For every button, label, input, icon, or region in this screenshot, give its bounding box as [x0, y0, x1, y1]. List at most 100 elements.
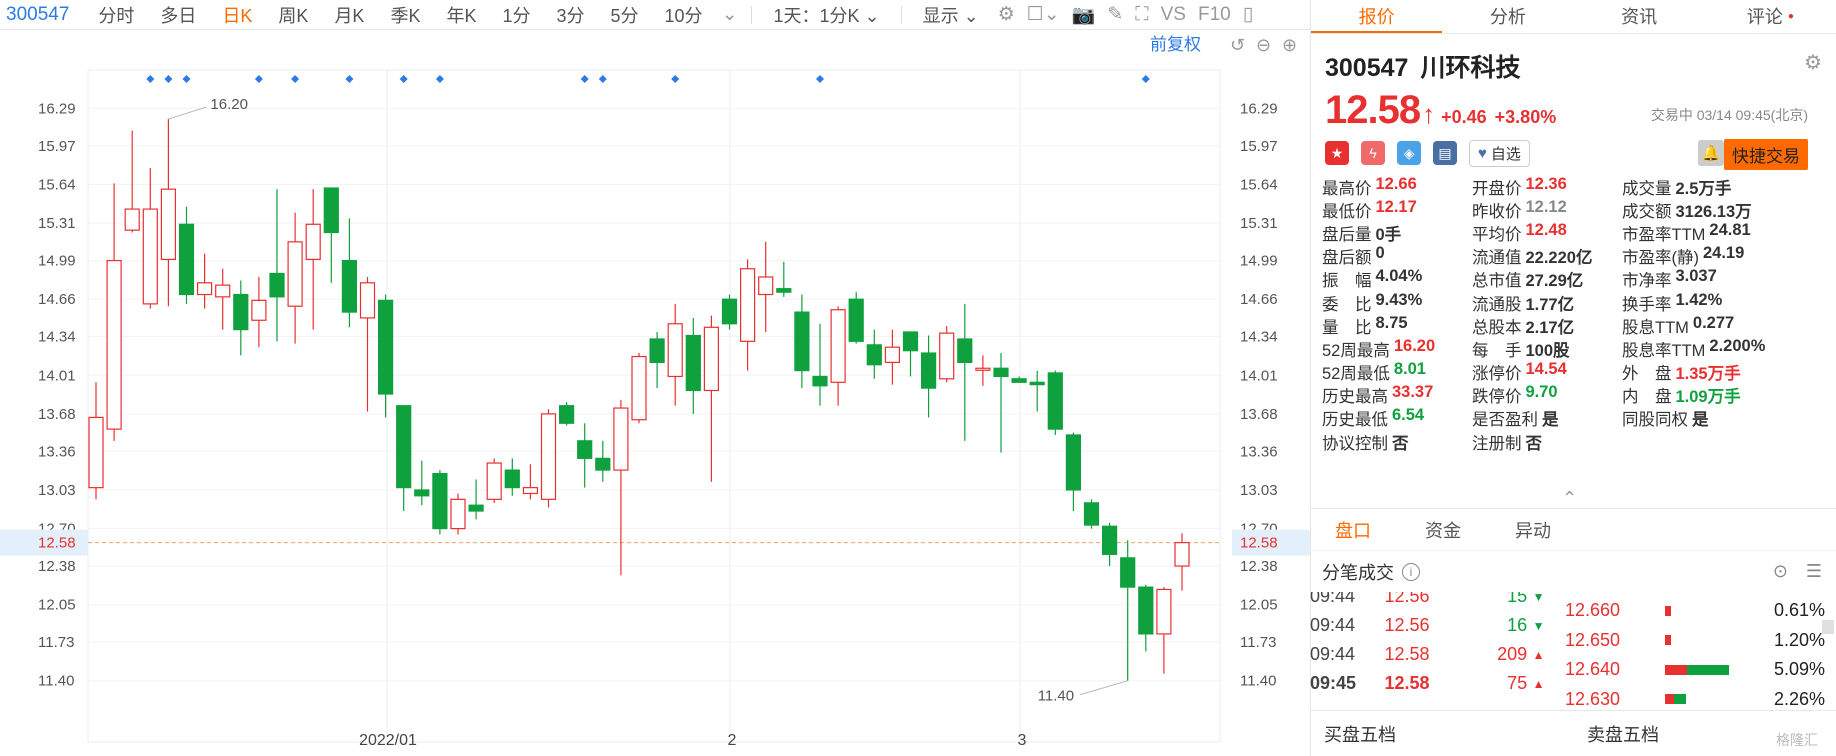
signal-marker — [146, 75, 155, 83]
quote-row: 盘后额 0 流通值 22.220亿 市盈率(静) 24.19 — [1322, 244, 1836, 268]
quote-key: 流通股 — [1472, 295, 1522, 314]
compare-button[interactable]: VS — [1160, 3, 1186, 25]
quote-key: 协议控制 — [1322, 434, 1388, 453]
tab-analysis[interactable]: 分析 — [1489, 7, 1526, 27]
y-tick-label-right: 11.73 — [1240, 634, 1276, 651]
tick-volume: 15 — [1507, 592, 1528, 606]
tab-comments[interactable]: 评论 ● — [1746, 7, 1794, 27]
more-icon[interactable]: ⊙ — [1772, 561, 1788, 581]
tick-time: 09:44 — [1310, 592, 1356, 606]
tab-quarterly-k[interactable]: 季K — [390, 5, 421, 26]
signal-marker — [345, 75, 354, 83]
bookmark-icon[interactable]: ▤ — [1433, 141, 1457, 165]
chevron-up-icon[interactable]: ⌃ — [1562, 488, 1578, 508]
quote-cell: 盘后量 0手 — [1322, 221, 1472, 245]
quote-panel: 报价 分析 资讯 评论 ● 300547 川环科技 ⚙ 12.58 ↑ +0.46… — [1310, 0, 1836, 756]
draw-icon[interactable]: ✎ — [1107, 4, 1124, 25]
candle-body — [396, 405, 412, 489]
tab-yearly-k[interactable]: 年K — [446, 5, 477, 26]
quote-value: 100股 — [1525, 341, 1570, 360]
tab-movements[interactable]: 异动 — [1515, 520, 1551, 541]
tab-5min[interactable]: 5分 — [610, 5, 639, 26]
depth-tabs: 盘口 资金 异动 — [1311, 508, 1836, 550]
camera-icon[interactable]: 📷 — [1071, 4, 1096, 26]
buy-five-tab[interactable]: 买盘五档 — [1324, 724, 1396, 745]
gear-icon[interactable]: ⚙ — [1804, 52, 1822, 74]
tab-multiday[interactable]: 多日 — [160, 5, 197, 26]
scrollbar[interactable] — [1822, 620, 1834, 634]
kline-chart-area[interactable]: 16.29 16.29 15.97 15.97 15.64 15.64 15.31 15.31… — [0, 30, 1310, 756]
tick-row: 09:44 12.56 16 ▼ — [1310, 611, 1550, 640]
tab-weekly-k[interactable]: 周K — [278, 5, 309, 26]
quote-key: 流通值 — [1472, 249, 1522, 268]
signal-markers — [146, 75, 1150, 83]
quote-value: 0手 — [1375, 225, 1402, 244]
range-select[interactable]: 1天：1分K ⌄ — [773, 5, 880, 26]
quote-value: 12.66 — [1375, 174, 1417, 193]
y-tick-label-left: 16.29 — [38, 100, 76, 117]
y-tick-label-right: 14.66 — [1240, 291, 1278, 308]
candle-body — [197, 282, 213, 296]
info-icon[interactable]: i — [1402, 562, 1420, 581]
quote-cell: 同股同权是 — [1622, 406, 1796, 430]
depth-pct: 2.26% — [1773, 688, 1825, 709]
tab-quote[interactable]: 报价 — [1311, 0, 1443, 33]
checkbox-icon[interactable]: ☐⌄ — [1026, 4, 1060, 25]
bell-icon[interactable]: 🔔 — [1698, 140, 1724, 166]
quote-key: 每 手 — [1472, 341, 1522, 360]
zoom-out-icon[interactable]: ⊖ — [1256, 35, 1271, 56]
display-label: 显示 — [922, 5, 959, 26]
candle-body — [721, 298, 738, 325]
sidebar-toggle-icon[interactable]: ▯ — [1242, 4, 1254, 25]
y-tick-label-left: 14.99 — [38, 253, 76, 270]
y-tick-label-left: 11.73 — [38, 634, 74, 651]
signal-marker — [399, 75, 408, 83]
quote-row: 最低价 12.17 昨收价 12.12 成交额 3126.13万 — [1322, 198, 1836, 221]
price-tag-right — [1232, 529, 1310, 556]
fullscreen-icon[interactable]: ⛶ — [1135, 3, 1149, 25]
y-tick-label-right: 14.99 — [1240, 253, 1278, 270]
quote-cell: 市净率 3.037 — [1622, 267, 1796, 291]
quote-value: 1.09万手 — [1675, 388, 1741, 407]
quote-key: 市净率 — [1622, 272, 1672, 291]
display-menu[interactable]: 显示 ⌄ — [922, 5, 979, 26]
zoom-in-icon[interactable]: ⊕ — [1282, 35, 1297, 56]
price-change: +0.46 — [1441, 107, 1487, 127]
tag-icon[interactable]: ◈ — [1397, 141, 1421, 165]
kline-chart[interactable]: 16.29 16.29 15.97 15.97 15.64 15.64 15.31 15.31… — [0, 30, 1310, 756]
candle-body — [233, 293, 249, 331]
stock-code-link[interactable]: 300547 — [6, 3, 70, 25]
candle-body — [88, 416, 104, 489]
tab-3min[interactable]: 3分 — [556, 5, 585, 26]
tab-news[interactable]: 资讯 — [1621, 7, 1658, 27]
sell-five-tab[interactable]: 卖盘五档 — [1587, 724, 1659, 745]
tab-comments-label: 评论 — [1746, 7, 1783, 27]
chart-grid — [87, 69, 1221, 743]
quote-value: 6.54 — [1392, 406, 1425, 425]
chevron-down-icon[interactable]: ⌄ — [721, 4, 738, 25]
tab-funds[interactable]: 资金 — [1425, 520, 1461, 541]
candle-body — [975, 367, 991, 371]
list-icon[interactable]: ☰ — [1805, 561, 1822, 581]
settings-icon[interactable]: ⚙ — [997, 4, 1015, 25]
tab-1min[interactable]: 1分 — [502, 5, 531, 26]
tab-intraday[interactable]: 分时 — [98, 5, 135, 26]
undo-icon[interactable]: ↺ — [1230, 35, 1245, 56]
tab-orderbook[interactable]: 盘口 — [1335, 520, 1371, 541]
y-tick-label-right: 15.64 — [1240, 177, 1278, 194]
tab-10min[interactable]: 10分 — [664, 5, 703, 26]
fast-trade-button[interactable]: 快捷交易 — [1724, 139, 1808, 170]
adjust-button[interactable]: 前复权 — [1150, 35, 1201, 54]
add-watchlist-button[interactable]: ♥ 自选 — [1469, 139, 1530, 167]
china-flag-icon[interactable]: ★ — [1325, 141, 1349, 165]
quote-cell: 市盈率(静) 24.19 — [1622, 244, 1796, 268]
triangle-down-icon: ▼ — [1532, 618, 1545, 633]
flash-icon[interactable]: ϟ — [1361, 141, 1385, 165]
ticks-title: 分笔成交 — [1322, 562, 1394, 583]
tab-daily-k[interactable]: 日K — [222, 5, 253, 26]
tab-monthly-k[interactable]: 月K — [334, 5, 365, 26]
f10-button[interactable]: F10 — [1197, 3, 1231, 25]
quote-row: 52周最高 16.20 每 手 100股 股息率TTM 2.200% — [1322, 337, 1836, 360]
quote-key: 最高价 — [1322, 179, 1372, 198]
